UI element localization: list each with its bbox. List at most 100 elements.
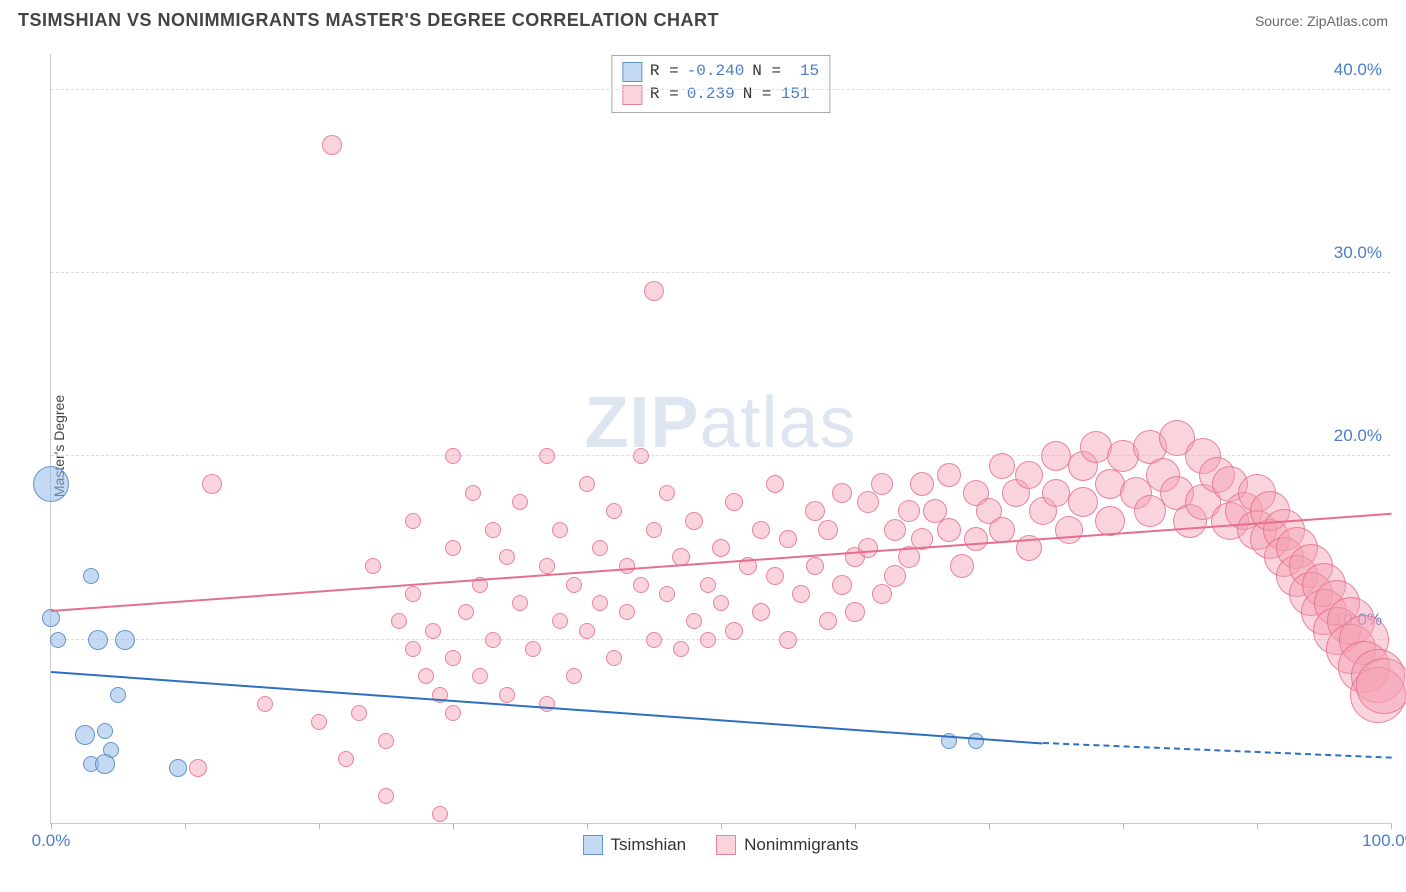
scatter-point-nonimm <box>937 463 961 487</box>
legend-stats-row-tsimshian: R = -0.240 N = 15 <box>622 60 819 83</box>
scatter-point-nonimm <box>189 759 207 777</box>
scatter-point-nonimm <box>646 522 662 538</box>
gridline <box>51 89 1390 90</box>
scatter-point-nonimm <box>766 475 784 493</box>
scatter-point-nonimm <box>391 613 407 629</box>
y-tick-label: 40.0% <box>1334 60 1382 80</box>
scatter-point-nonimm <box>1068 487 1098 517</box>
scatter-point-nonimm <box>499 549 515 565</box>
watermark: ZIPatlas <box>584 382 856 464</box>
legend-stats: R = -0.240 N = 15 R = 0.239 N = 151 <box>611 55 830 113</box>
scatter-point-nonimm <box>884 565 906 587</box>
scatter-point-tsimshian <box>88 630 108 650</box>
scatter-point-nonimm <box>1356 658 1406 714</box>
scatter-point-nonimm <box>445 448 461 464</box>
scatter-point-nonimm <box>898 500 920 522</box>
swatch-tsimshian <box>583 835 603 855</box>
scatter-point-nonimm <box>579 476 595 492</box>
x-tick-mark <box>453 823 454 829</box>
scatter-point-nonimm <box>566 668 582 684</box>
scatter-point-nonimm <box>552 522 568 538</box>
swatch-nonimmigrants <box>716 835 736 855</box>
x-tick-mark <box>1257 823 1258 829</box>
x-tick-mark <box>855 823 856 829</box>
source-attribution: Source: ZipAtlas.com <box>1255 13 1388 29</box>
scatter-point-nonimm <box>458 604 474 620</box>
scatter-point-nonimm <box>606 650 622 666</box>
scatter-point-nonimm <box>592 595 608 611</box>
y-tick-label: 20.0% <box>1334 426 1382 446</box>
scatter-point-nonimm <box>673 641 689 657</box>
scatter-point-nonimm <box>646 632 662 648</box>
chart-title: TSIMSHIAN VS NONIMMIGRANTS MASTER'S DEGR… <box>18 10 719 31</box>
scatter-point-nonimm <box>539 448 555 464</box>
scatter-point-nonimm <box>712 539 730 557</box>
legend-series: Tsimshian Nonimmigrants <box>51 835 1390 855</box>
scatter-point-nonimm <box>566 577 582 593</box>
scatter-point-nonimm <box>311 714 327 730</box>
scatter-point-nonimm <box>857 491 879 513</box>
gridline <box>51 272 1390 273</box>
x-tick-mark <box>319 823 320 829</box>
scatter-point-nonimm <box>725 493 743 511</box>
legend-stats-row-nonimm: R = 0.239 N = 151 <box>622 83 819 106</box>
scatter-point-nonimm <box>686 613 702 629</box>
scatter-point-nonimm <box>405 513 421 529</box>
scatter-point-nonimm <box>619 604 635 620</box>
scatter-point-nonimm <box>659 586 675 602</box>
scatter-point-nonimm <box>539 558 555 574</box>
legend-label-tsimshian: Tsimshian <box>611 835 687 855</box>
scatter-point-nonimm <box>378 733 394 749</box>
scatter-point-nonimm <box>465 485 481 501</box>
scatter-point-nonimm <box>1042 479 1070 507</box>
scatter-point-tsimshian <box>75 725 95 745</box>
legend-item-nonimm: Nonimmigrants <box>716 835 858 855</box>
y-tick-label: 30.0% <box>1334 243 1382 263</box>
scatter-point-tsimshian <box>115 630 135 650</box>
scatter-point-nonimm <box>872 584 892 604</box>
scatter-point-nonimm <box>884 519 906 541</box>
scatter-point-nonimm <box>525 641 541 657</box>
scatter-point-nonimm <box>485 632 501 648</box>
scatter-point-nonimm <box>659 485 675 501</box>
scatter-point-tsimshian <box>33 466 69 502</box>
scatter-point-nonimm <box>445 540 461 556</box>
scatter-point-nonimm <box>685 512 703 530</box>
scatter-point-nonimm <box>819 612 837 630</box>
scatter-point-nonimm <box>792 585 810 603</box>
scatter-point-nonimm <box>713 595 729 611</box>
r-label: R = <box>650 83 679 106</box>
scatter-point-nonimm <box>322 135 342 155</box>
scatter-point-nonimm <box>871 473 893 495</box>
scatter-point-nonimm <box>845 602 865 622</box>
scatter-point-nonimm <box>779 631 797 649</box>
r-value-tsimshian: -0.240 <box>687 60 745 83</box>
scatter-point-nonimm <box>700 577 716 593</box>
scatter-point-nonimm <box>592 540 608 556</box>
scatter-point-nonimm <box>418 668 434 684</box>
scatter-point-nonimm <box>700 632 716 648</box>
scatter-point-nonimm <box>964 527 988 551</box>
scatter-point-tsimshian <box>50 632 66 648</box>
scatter-point-nonimm <box>633 577 649 593</box>
x-tick-mark <box>587 823 588 829</box>
scatter-point-nonimm <box>818 520 838 540</box>
scatter-point-nonimm <box>445 705 461 721</box>
scatter-point-nonimm <box>779 530 797 548</box>
scatter-point-nonimm <box>1041 441 1071 471</box>
x-tick-mark <box>989 823 990 829</box>
scatter-point-nonimm <box>405 641 421 657</box>
scatter-point-nonimm <box>752 521 770 539</box>
x-tick-mark <box>1123 823 1124 829</box>
chart-plot-area: ZIPatlas R = -0.240 N = 15 R = 0.239 N =… <box>50 54 1390 824</box>
scatter-point-nonimm <box>512 595 528 611</box>
scatter-point-nonimm <box>858 538 878 558</box>
scatter-point-nonimm <box>472 668 488 684</box>
r-label: R = <box>650 60 679 83</box>
scatter-point-nonimm <box>351 705 367 721</box>
scatter-point-tsimshian <box>83 568 99 584</box>
x-tick-label: 0.0% <box>32 831 71 851</box>
scatter-point-nonimm <box>989 517 1015 543</box>
scatter-point-nonimm <box>644 281 664 301</box>
scatter-point-nonimm <box>485 522 501 538</box>
